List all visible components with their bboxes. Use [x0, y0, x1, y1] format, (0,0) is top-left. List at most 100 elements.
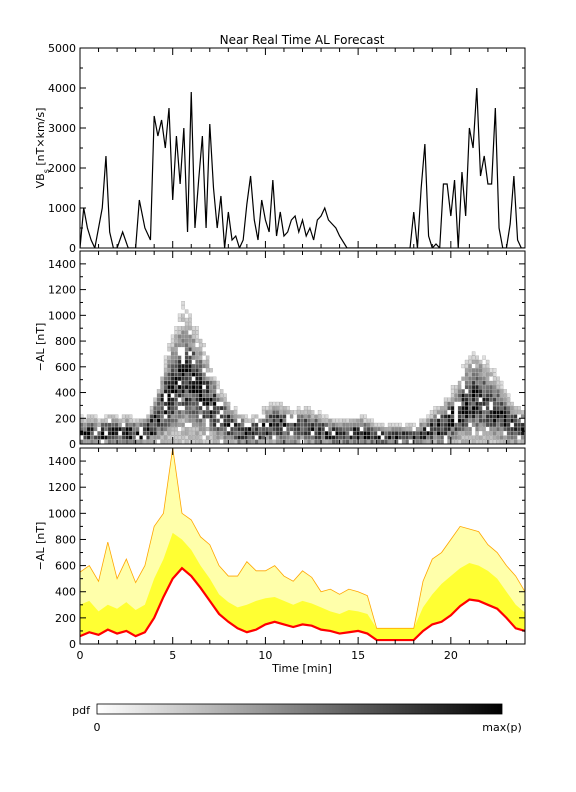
heatmap-cell [457, 431, 462, 436]
heatmap-cell [265, 418, 269, 423]
heatmap-cell [328, 435, 332, 440]
heatmap-cell [174, 431, 178, 436]
heatmap-cell [268, 422, 273, 427]
heatmap-cell [499, 401, 504, 406]
heatmap-cell [261, 439, 266, 444]
heatmap-cell [240, 422, 245, 427]
heatmap-cell [195, 427, 199, 432]
heatmap-cell [478, 439, 483, 444]
heatmap-cell [160, 385, 164, 390]
heatmap-cell [156, 397, 161, 402]
heatmap-cell [195, 401, 199, 406]
heatmap-cell [496, 431, 500, 436]
heatmap-cell [244, 431, 248, 436]
heatmap-cell [457, 397, 462, 402]
heatmap-cell [268, 435, 273, 440]
heatmap-cell [191, 431, 196, 436]
heatmap-cell [223, 418, 227, 423]
heatmap-cell [408, 431, 413, 436]
heatmap-cell [492, 414, 497, 419]
heatmap-cell [167, 355, 171, 360]
heatmap-cell [457, 385, 462, 390]
heatmap-cell [237, 427, 241, 432]
heatmap-cell [268, 414, 273, 419]
heatmap-cell [496, 410, 500, 415]
heatmap-cell [128, 418, 133, 423]
heatmap-cell [433, 414, 437, 419]
heatmap-cell [429, 435, 434, 440]
heatmap-cell [517, 410, 521, 415]
heatmap-cell [468, 364, 472, 369]
heatmap-cell [489, 397, 493, 402]
heatmap-cell [482, 422, 486, 427]
heatmap-cell [163, 385, 168, 390]
heatmap-cell [443, 406, 448, 411]
heatmap-cell [492, 372, 497, 377]
heatmap-cell [107, 422, 112, 427]
heatmap-cell [485, 435, 490, 440]
heatmap-cell [184, 317, 189, 322]
heatmap-cell [282, 422, 287, 427]
heatmap-cell [195, 389, 199, 394]
heatmap-cell [482, 414, 486, 419]
heatmap-cell [300, 431, 304, 436]
heatmap-cell [216, 435, 220, 440]
heatmap-cell [272, 410, 276, 415]
heatmap-cell [380, 431, 385, 436]
heatmap-cell [303, 422, 308, 427]
heatmap-cell [513, 431, 518, 436]
heatmap-cell [230, 431, 234, 436]
heatmap-cell [170, 364, 175, 369]
heatmap-cell [289, 435, 294, 440]
panel-al-forecast-y-tick-label: 0 [69, 638, 76, 651]
heatmap-cell [83, 418, 87, 423]
heatmap-cell [352, 431, 357, 436]
heatmap-cell [513, 427, 518, 432]
heatmap-cell [510, 435, 514, 440]
panel-al-pdf: 0 200 400 600 800 1000 1200 1400 −AL [nT] [34, 250, 526, 451]
heatmap-cell [478, 393, 483, 398]
heatmap-cell [275, 414, 280, 419]
heatmap-cell [191, 338, 196, 343]
heatmap-cell [181, 393, 185, 398]
heatmap-cell [478, 435, 483, 440]
heatmap-cell [342, 427, 346, 432]
heatmap-cell [174, 410, 178, 415]
heatmap-cell [464, 385, 469, 390]
heatmap-cell [513, 422, 518, 427]
heatmap-cell [128, 431, 133, 436]
heatmap-cell [202, 343, 206, 348]
heatmap-cell [440, 406, 444, 411]
heatmap-cell [125, 439, 129, 444]
heatmap-cell [230, 427, 234, 432]
heatmap-cell [447, 439, 451, 444]
heatmap-cell [499, 431, 504, 436]
panel-al-forecast: 0 200 400 600 800 1000 1200 1400 0 5 10 15 20 −AL [… [34, 447, 526, 675]
heatmap-cell [195, 439, 199, 444]
heatmap-cell [331, 435, 336, 440]
heatmap-cell [261, 410, 266, 415]
heatmap-cell [443, 397, 448, 402]
heatmap-cell [167, 422, 171, 427]
heatmap-cell [478, 372, 483, 377]
panel-al-forecast-x-tick-label: 15 [351, 649, 365, 662]
heatmap-cell [104, 422, 108, 427]
heatmap-cell [461, 364, 465, 369]
heatmap-cell [261, 427, 266, 432]
heatmap-cell [433, 435, 437, 440]
heatmap-cell [478, 376, 483, 381]
heatmap-cell [188, 313, 192, 318]
heatmap-cell [216, 439, 220, 444]
heatmap-cell [359, 439, 364, 444]
heatmap-cell [177, 317, 182, 322]
heatmap-cell [195, 422, 199, 427]
panel-vbs-y-tick-label: 2000 [48, 162, 76, 175]
panel-vbs-y-label: VBs [nT×km/s] [34, 108, 51, 189]
heatmap-cell [506, 422, 511, 427]
heatmap-cell [310, 414, 315, 419]
heatmap-cell [317, 435, 322, 440]
heatmap-cell [450, 439, 455, 444]
heatmap-cell [408, 427, 413, 432]
heatmap-cell [170, 338, 175, 343]
heatmap-cell [132, 427, 136, 432]
